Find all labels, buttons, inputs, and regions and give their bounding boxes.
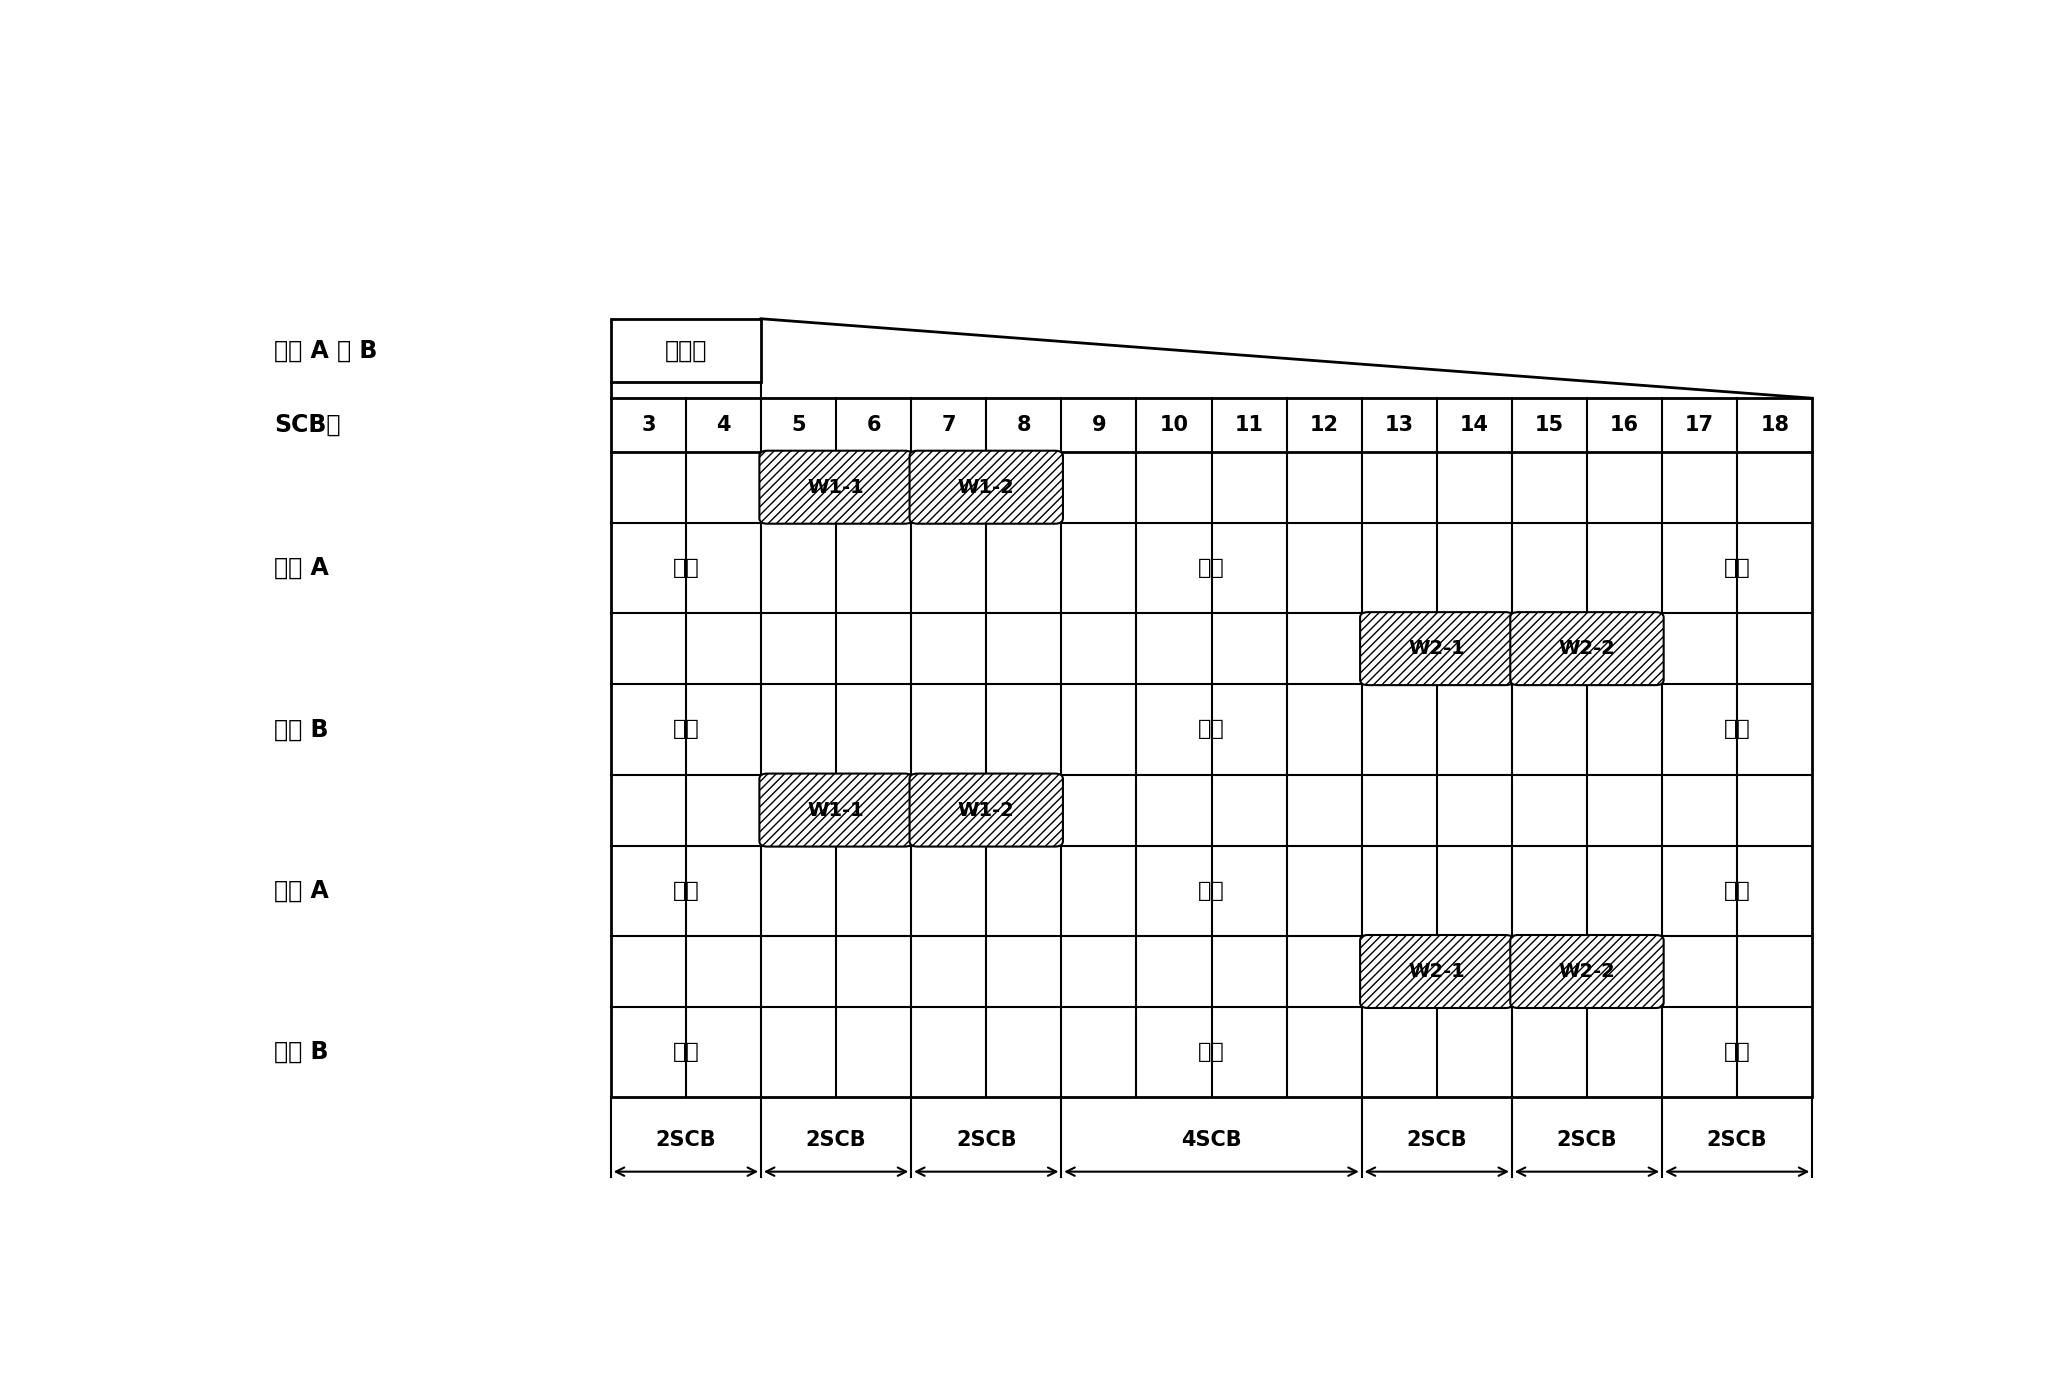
Bar (612, 319, 761, 383)
FancyBboxPatch shape (1360, 936, 1513, 1009)
Text: 空间: 空间 (1199, 557, 1226, 578)
Text: 空间: 空间 (672, 557, 699, 578)
FancyBboxPatch shape (1511, 612, 1664, 685)
Text: W2-1: W2-1 (1408, 638, 1466, 658)
Text: 4: 4 (715, 416, 730, 435)
Text: 7: 7 (940, 416, 955, 435)
Text: 空间: 空间 (672, 881, 699, 901)
Bar (612, 398, 1813, 1098)
Text: 2SCB: 2SCB (1406, 1130, 1468, 1150)
Text: 空间: 空间 (1724, 720, 1751, 739)
FancyBboxPatch shape (909, 773, 1062, 846)
Text: 4SCB: 4SCB (1180, 1130, 1242, 1150)
Text: W2-2: W2-2 (1559, 962, 1614, 981)
Text: 2SCB: 2SCB (655, 1130, 715, 1150)
Text: 空间: 空间 (672, 1042, 699, 1062)
Text: 10: 10 (1160, 416, 1189, 435)
Text: SCB数: SCB数 (275, 413, 341, 438)
Text: 2SCB: 2SCB (1707, 1130, 1767, 1150)
Text: 2SCB: 2SCB (955, 1130, 1017, 1150)
Text: 偏摆区: 偏摆区 (666, 338, 707, 362)
Text: 空间: 空间 (1199, 881, 1226, 901)
Text: W1-2: W1-2 (957, 477, 1015, 497)
Text: 16: 16 (1610, 416, 1639, 435)
Text: 8: 8 (1017, 416, 1031, 435)
FancyBboxPatch shape (909, 451, 1062, 524)
Text: 18: 18 (1761, 416, 1790, 435)
Text: 空间: 空间 (1724, 881, 1751, 901)
Text: W1-2: W1-2 (957, 801, 1015, 820)
Text: 纹道 A 或 B: 纹道 A 或 B (275, 338, 378, 362)
Text: 3: 3 (641, 416, 655, 435)
FancyBboxPatch shape (1511, 936, 1664, 1009)
Text: 13: 13 (1385, 416, 1414, 435)
Text: 2SCB: 2SCB (806, 1130, 866, 1150)
Text: 15: 15 (1536, 416, 1565, 435)
FancyBboxPatch shape (759, 773, 914, 846)
Text: 空间: 空间 (672, 720, 699, 739)
Text: W2-2: W2-2 (1559, 638, 1614, 658)
Text: W2-1: W2-1 (1408, 962, 1466, 981)
Text: 5: 5 (792, 416, 806, 435)
Text: 14: 14 (1459, 416, 1488, 435)
Text: W1-1: W1-1 (808, 801, 864, 820)
FancyBboxPatch shape (759, 451, 914, 524)
Text: 纹道 A: 纹道 A (275, 879, 329, 903)
Text: 纹道 B: 纹道 B (275, 1040, 329, 1064)
Text: 9: 9 (1091, 416, 1106, 435)
Text: 2SCB: 2SCB (1556, 1130, 1616, 1150)
Text: 空间: 空间 (1724, 557, 1751, 578)
Text: W1-1: W1-1 (808, 477, 864, 497)
Text: 空间: 空间 (1199, 1042, 1226, 1062)
Text: 11: 11 (1234, 416, 1263, 435)
Text: 17: 17 (1685, 416, 1714, 435)
Text: 纹道 B: 纹道 B (275, 717, 329, 742)
Text: 纹道 A: 纹道 A (275, 556, 329, 579)
Text: 空间: 空间 (1199, 720, 1226, 739)
Text: 12: 12 (1310, 416, 1339, 435)
Text: 6: 6 (866, 416, 881, 435)
FancyBboxPatch shape (1360, 612, 1513, 685)
Text: 空间: 空间 (1724, 1042, 1751, 1062)
